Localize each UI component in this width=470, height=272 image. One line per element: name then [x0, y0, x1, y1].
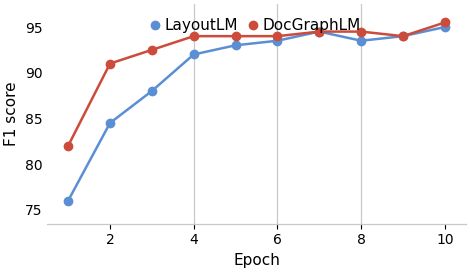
Y-axis label: F1 score: F1 score — [4, 82, 19, 146]
DocGraphLM — [191, 35, 196, 38]
LayoutLM — [107, 121, 113, 125]
DocGraphLM — [65, 144, 71, 147]
Line: DocGraphLM: DocGraphLM — [64, 18, 449, 150]
LayoutLM — [400, 35, 406, 38]
LayoutLM — [316, 30, 322, 33]
DocGraphLM — [107, 62, 113, 65]
DocGraphLM — [442, 21, 448, 24]
LayoutLM — [274, 39, 280, 42]
LayoutLM — [233, 44, 238, 47]
LayoutLM — [191, 53, 196, 56]
DocGraphLM — [400, 35, 406, 38]
Legend: LayoutLM, DocGraphLM: LayoutLM, DocGraphLM — [146, 12, 367, 39]
LayoutLM — [149, 89, 155, 93]
DocGraphLM — [316, 30, 322, 33]
DocGraphLM — [149, 48, 155, 51]
LayoutLM — [358, 39, 364, 42]
DocGraphLM — [233, 35, 238, 38]
LayoutLM — [442, 25, 448, 29]
LayoutLM — [65, 199, 71, 202]
X-axis label: Epoch: Epoch — [233, 253, 280, 268]
DocGraphLM — [274, 35, 280, 38]
DocGraphLM — [358, 30, 364, 33]
Line: LayoutLM: LayoutLM — [64, 23, 449, 205]
